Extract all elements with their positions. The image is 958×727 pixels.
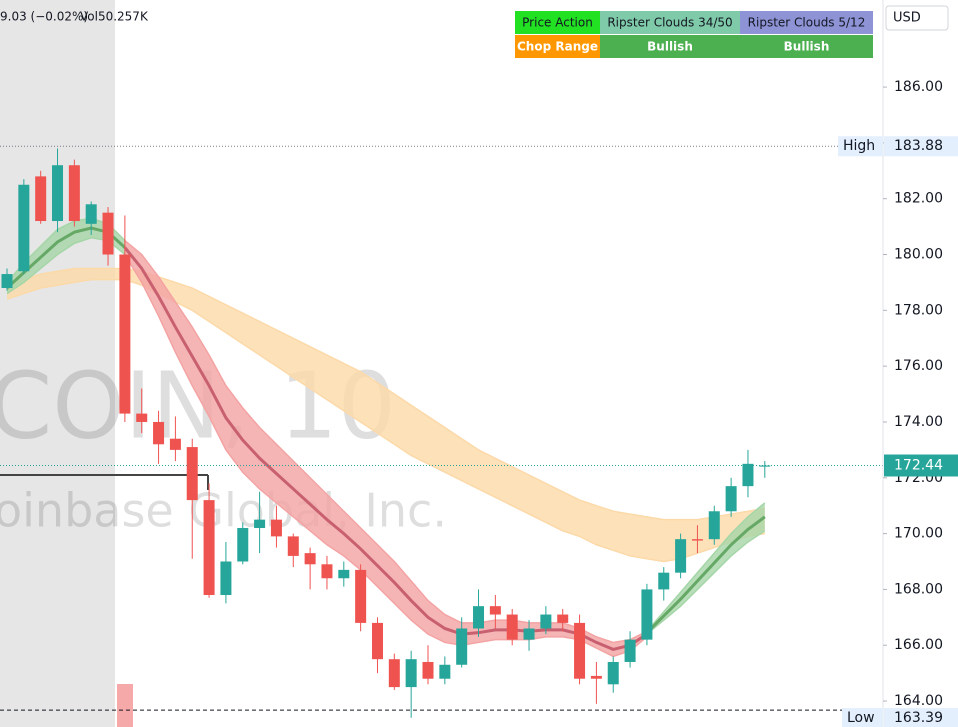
candle-body [119, 254, 131, 414]
candle-body [388, 659, 400, 688]
candle-body [456, 628, 468, 665]
candle-body [186, 447, 198, 501]
candle-body [1, 274, 13, 289]
high-label-box [838, 136, 883, 157]
table-cell [740, 35, 873, 58]
y-tick-label: 168.00 [894, 581, 943, 597]
cloud-fill [7, 268, 765, 562]
session-shade [0, 0, 115, 727]
cloud-center [123, 246, 648, 651]
high-label: High [843, 138, 875, 154]
table-cell [740, 11, 873, 34]
candle-body [35, 176, 47, 222]
axis-labels: 164.00166.00168.00170.00172.00174.00176.… [838, 79, 958, 727]
cloud-edge [646, 530, 766, 635]
y-tick-label: 182.00 [894, 191, 943, 207]
y-tick-label: 166.00 [894, 637, 943, 653]
candle-body [675, 539, 687, 573]
y-tick-label: 180.00 [894, 247, 943, 263]
volume: Vol50.257K [80, 10, 149, 24]
candle-body [270, 519, 282, 537]
table-text: Price Action [522, 16, 593, 30]
candle-body [321, 564, 333, 579]
y-tick-label: 176.00 [894, 358, 943, 374]
change: 9.03 (−0.02%) [0, 10, 88, 24]
candle-body [557, 614, 569, 623]
y-tick-label: 174.00 [894, 414, 943, 430]
y-tick-label: 164.00 [894, 693, 943, 709]
cloud-fill [7, 218, 125, 294]
candle-body [540, 614, 552, 629]
table-text: Bullish [647, 40, 693, 54]
currency-button[interactable] [885, 5, 949, 31]
table-cell [600, 11, 740, 34]
volume-bar [117, 684, 133, 727]
candle-body [371, 622, 383, 660]
candle-body [742, 463, 754, 487]
candle-body [405, 659, 417, 688]
candle-body [18, 184, 30, 272]
table-cell [600, 35, 740, 58]
price-box [884, 454, 958, 477]
cloud-edge [124, 254, 648, 658]
y-tick-label: 186.00 [894, 79, 943, 95]
candle-body [607, 661, 619, 685]
candle-body [439, 664, 451, 679]
high-value-box [884, 136, 958, 157]
low-label-box [842, 708, 883, 727]
candle-body [355, 569, 367, 623]
candle-body [590, 675, 602, 679]
table-text: Bullish [784, 40, 830, 54]
candle-body [523, 628, 535, 640]
plot [0, 145, 883, 718]
high-value: 183.88 [894, 138, 943, 154]
table-text: Ripster Clouds 34/50 [607, 16, 732, 30]
candle-body [220, 561, 232, 595]
candle-body [287, 536, 299, 556]
candle-body [304, 553, 316, 565]
candle-body [422, 661, 434, 679]
candle-body [237, 528, 249, 562]
candle-body [68, 165, 80, 222]
candle-body [169, 438, 181, 450]
watermark-company: oinbase Global, Inc. [0, 484, 447, 538]
table-cell [515, 11, 600, 34]
y-tick-label: 178.00 [894, 302, 943, 318]
currency[interactable]: USD [893, 11, 921, 26]
candle-body [624, 639, 636, 662]
price-axis [883, 0, 958, 727]
candle-body [489, 606, 501, 615]
candle-body [338, 569, 350, 579]
candle-body [641, 589, 653, 640]
candle-body [203, 500, 215, 595]
candle-body [658, 572, 670, 590]
table-text: Chop Range [517, 40, 598, 54]
table-cell [515, 35, 600, 58]
candle-body [52, 165, 64, 222]
candle-body [254, 519, 266, 529]
candle-body [725, 486, 737, 512]
cloud-center [645, 515, 766, 634]
candle-body [759, 465, 771, 467]
candle-body [85, 204, 97, 224]
status-table: Price Action Ripster Clouds 34/50 Ripster … [515, 11, 873, 58]
candle-body [691, 539, 703, 541]
candle-body [506, 614, 518, 640]
price-value: 172.44 [894, 458, 943, 474]
table-text: Ripster Clouds 5/12 [748, 16, 866, 30]
low-value-box [884, 708, 958, 727]
candle-body [153, 421, 165, 445]
y-tick-label: 170.00 [894, 526, 943, 542]
low-label: Low [847, 710, 875, 726]
candle-body [574, 622, 586, 679]
candle-body [136, 413, 148, 422]
cloud-edge [6, 278, 765, 563]
candle-body [473, 606, 485, 629]
candle-body [102, 212, 114, 255]
candle-body [708, 511, 720, 540]
cloud-edge [646, 502, 766, 632]
low-value: 163.39 [894, 710, 943, 726]
